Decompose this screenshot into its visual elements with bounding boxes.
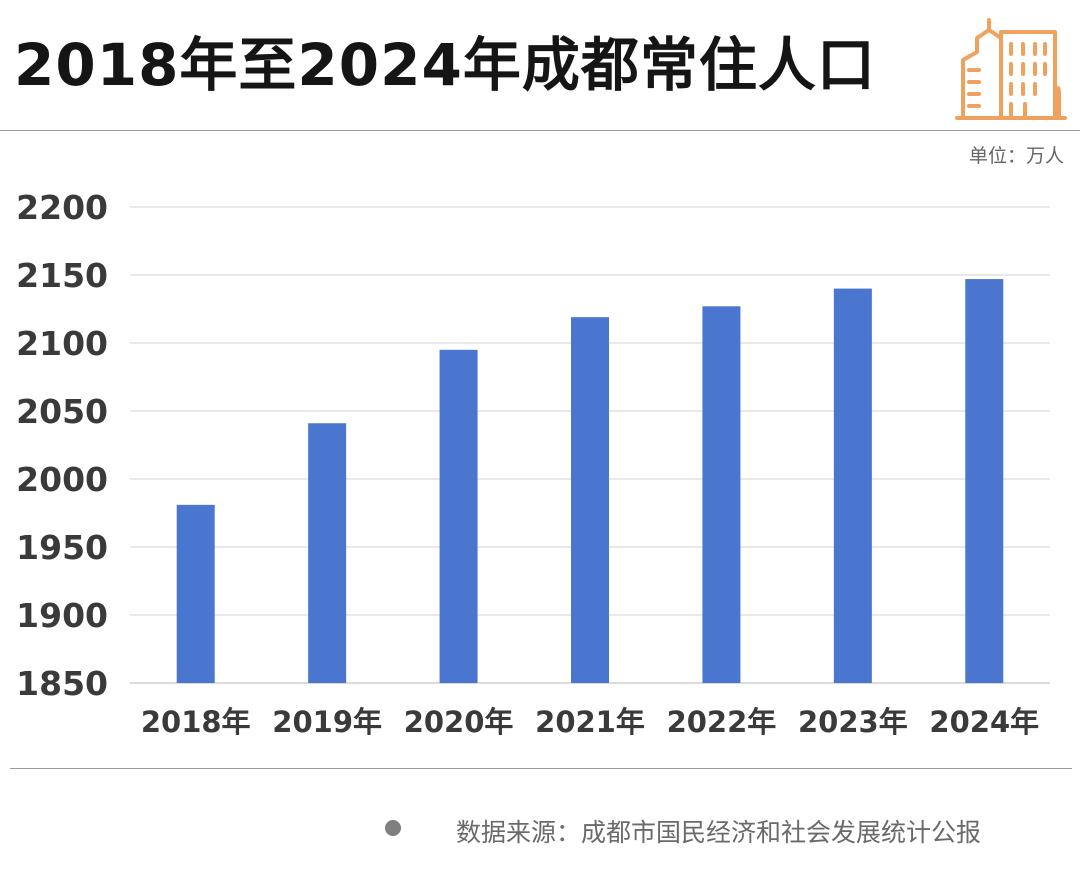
y-tick-label: 2150	[16, 256, 108, 295]
footer-divider	[10, 768, 1072, 769]
y-tick-label: 2100	[16, 324, 108, 363]
data-source: 数据来源：成都市国民经济和社会发展统计公报	[456, 818, 982, 847]
bar	[439, 349, 478, 683]
bullet-dot	[385, 820, 401, 836]
x-tick-label: 2021年	[535, 705, 645, 739]
y-tick-label: 2050	[16, 392, 108, 431]
page-title: 2018年至2024年成都常住人口	[14, 31, 876, 99]
bar	[308, 423, 347, 683]
y-tick-label: 1850	[16, 664, 108, 703]
bar	[965, 279, 1004, 683]
unit-label: 单位：万人	[968, 145, 1064, 167]
bar	[833, 288, 872, 683]
x-tick-label: 2022年	[667, 705, 777, 739]
bar	[702, 306, 741, 683]
building-icon	[955, 18, 1067, 120]
bar	[571, 317, 609, 683]
x-tick-label: 2019年	[272, 705, 382, 739]
y-tick-label: 2000	[16, 460, 108, 499]
x-tick-label: 2023年	[798, 705, 908, 739]
y-tick-label: 1900	[16, 596, 108, 635]
title-divider	[0, 130, 1080, 131]
x-tick-label: 2018年	[141, 705, 251, 739]
x-tick-label: 2024年	[929, 705, 1039, 739]
x-tick-label: 2020年	[404, 705, 514, 739]
bar	[176, 504, 215, 683]
y-tick-label: 1950	[16, 528, 108, 567]
y-tick-label: 2200	[16, 188, 108, 227]
